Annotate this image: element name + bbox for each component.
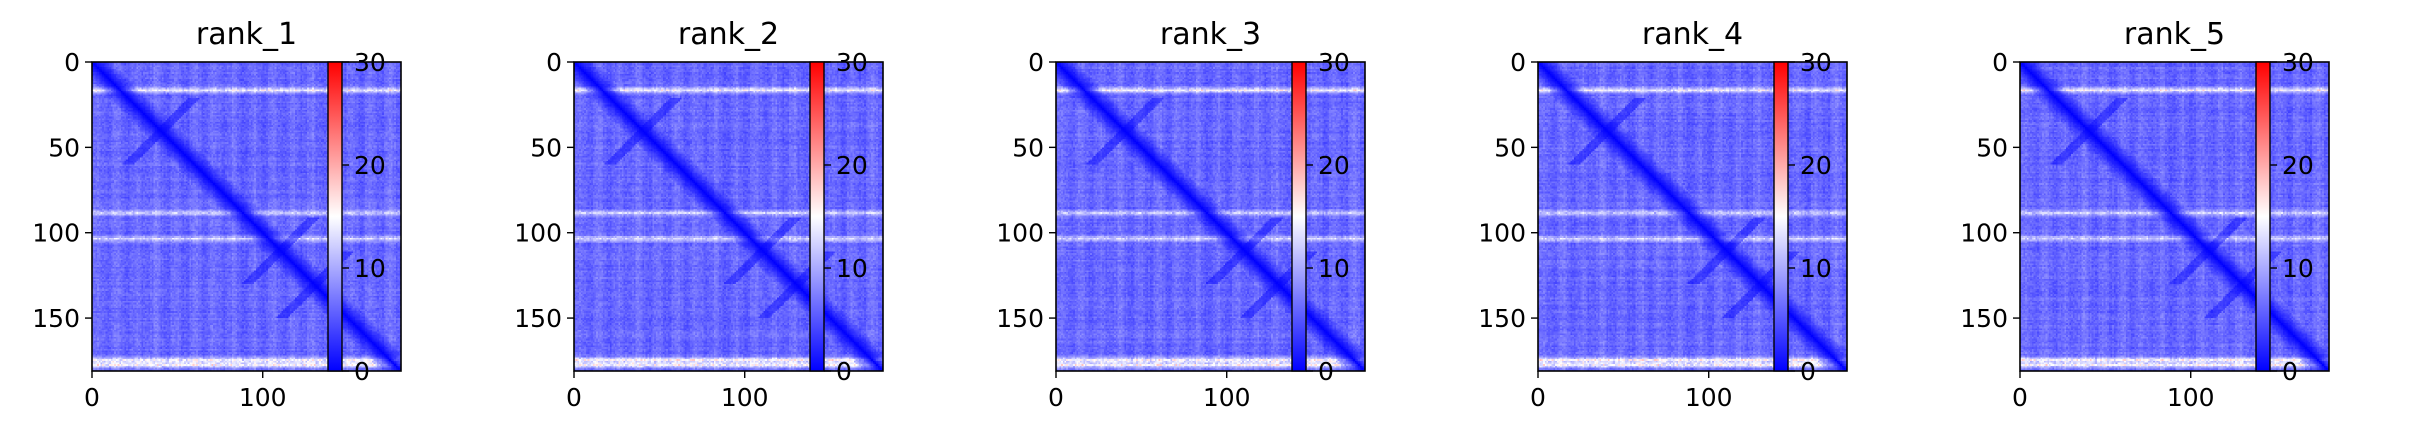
colorbar-tick-label: 30: [1318, 48, 1350, 77]
heatmap-panel-3: rank_3 0 50 100 150 0 100 0 10 20 30: [996, 17, 1366, 412]
x-tick-label: 100: [1203, 383, 1251, 412]
panel-title: rank_4: [1642, 17, 1743, 52]
colorbar-tick-label: 20: [2282, 151, 2314, 180]
y-tick-label: 0: [64, 48, 80, 77]
colorbar-tick-label: 20: [354, 151, 386, 180]
colorbar-tick-label: 30: [354, 48, 386, 77]
heatmap-image: [2020, 62, 2329, 371]
plot-frame: [1055, 61, 1366, 372]
x-tick-label: 0: [1048, 383, 1064, 412]
plot-frame: [573, 61, 884, 372]
x-tick-label: 0: [2012, 383, 2028, 412]
heatmap-panel-5: rank_5 0 50 100 150 0 100 0 10 20 30: [1960, 17, 2330, 412]
y-tick-label: 150: [32, 304, 80, 333]
colorbar-tick-label: 20: [1800, 151, 1832, 180]
colorbar-tick-label: 10: [1318, 254, 1350, 283]
heatmap-image: [1056, 62, 1365, 371]
colorbar-tick-label: 10: [1800, 254, 1832, 283]
x-tick-label: 0: [1530, 383, 1546, 412]
y-tick-label: 150: [514, 304, 562, 333]
colorbar: [1773, 61, 1789, 372]
colorbar-tick-label: 30: [836, 48, 868, 77]
panel-title: rank_3: [1160, 17, 1261, 52]
y-tick-label: 150: [996, 304, 1044, 333]
heatmap-image: [574, 62, 883, 371]
colorbar-tick-label: 0: [354, 357, 370, 386]
panel-title: rank_1: [196, 17, 297, 52]
y-tick-label: 50: [48, 133, 80, 162]
y-tick-label: 0: [1992, 48, 2008, 77]
colorbar-tick-label: 30: [1800, 48, 1832, 77]
colorbar-tick-label: 0: [1318, 357, 1334, 386]
colorbar: [327, 61, 343, 372]
y-tick-label: 0: [546, 48, 562, 77]
heatmap-image: [92, 62, 401, 371]
panel-title: rank_5: [2124, 17, 2225, 52]
y-tick-label: 50: [1976, 133, 2008, 162]
colorbar-tick-label: 0: [1800, 357, 1816, 386]
colorbar-tick-label: 0: [2282, 357, 2298, 386]
y-tick-label: 0: [1510, 48, 1526, 77]
y-tick-label: 150: [1478, 304, 1526, 333]
colorbar: [2255, 61, 2271, 372]
panel-title: rank_2: [678, 17, 779, 52]
colorbar-tick-label: 20: [1318, 151, 1350, 180]
y-tick-label: 50: [530, 133, 562, 162]
y-tick-label: 50: [1012, 133, 1044, 162]
x-tick-label: 100: [1685, 383, 1733, 412]
y-tick-label: 50: [1494, 133, 1526, 162]
y-tick-label: 0: [1028, 48, 1044, 77]
plot-frame: [1537, 61, 1848, 372]
colorbar-tick-label: 20: [836, 151, 868, 180]
y-tick-label: 100: [1960, 219, 2008, 248]
x-tick-label: 100: [239, 383, 287, 412]
y-tick-label: 100: [996, 219, 1044, 248]
plot-frame: [91, 61, 402, 372]
plot-frame: [2019, 61, 2330, 372]
colorbar-tick-label: 10: [354, 254, 386, 283]
x-tick-label: 0: [566, 383, 582, 412]
y-tick-label: 100: [514, 219, 562, 248]
colorbar: [1291, 61, 1307, 372]
x-tick-label: 100: [721, 383, 769, 412]
heatmap-image: [1538, 62, 1847, 371]
heatmap-panel-1: rank_1 0 50 100 150 0 100 0 10 20 30: [32, 17, 402, 412]
y-tick-label: 100: [32, 219, 80, 248]
y-tick-label: 100: [1478, 219, 1526, 248]
y-tick-label: 150: [1960, 304, 2008, 333]
x-tick-label: 100: [2167, 383, 2215, 412]
colorbar-tick-label: 10: [2282, 254, 2314, 283]
colorbar: [809, 61, 825, 372]
colorbar-tick-label: 0: [836, 357, 852, 386]
heatmap-panel-2: rank_2 0 50 100 150 0 100 0 10 20 30: [514, 17, 884, 412]
colorbar-tick-label: 10: [836, 254, 868, 283]
colorbar-tick-label: 30: [2282, 48, 2314, 77]
x-tick-label: 0: [84, 383, 100, 412]
heatmap-panel-4: rank_4 0 50 100 150 0 100 0 10 20 30: [1478, 17, 1848, 412]
